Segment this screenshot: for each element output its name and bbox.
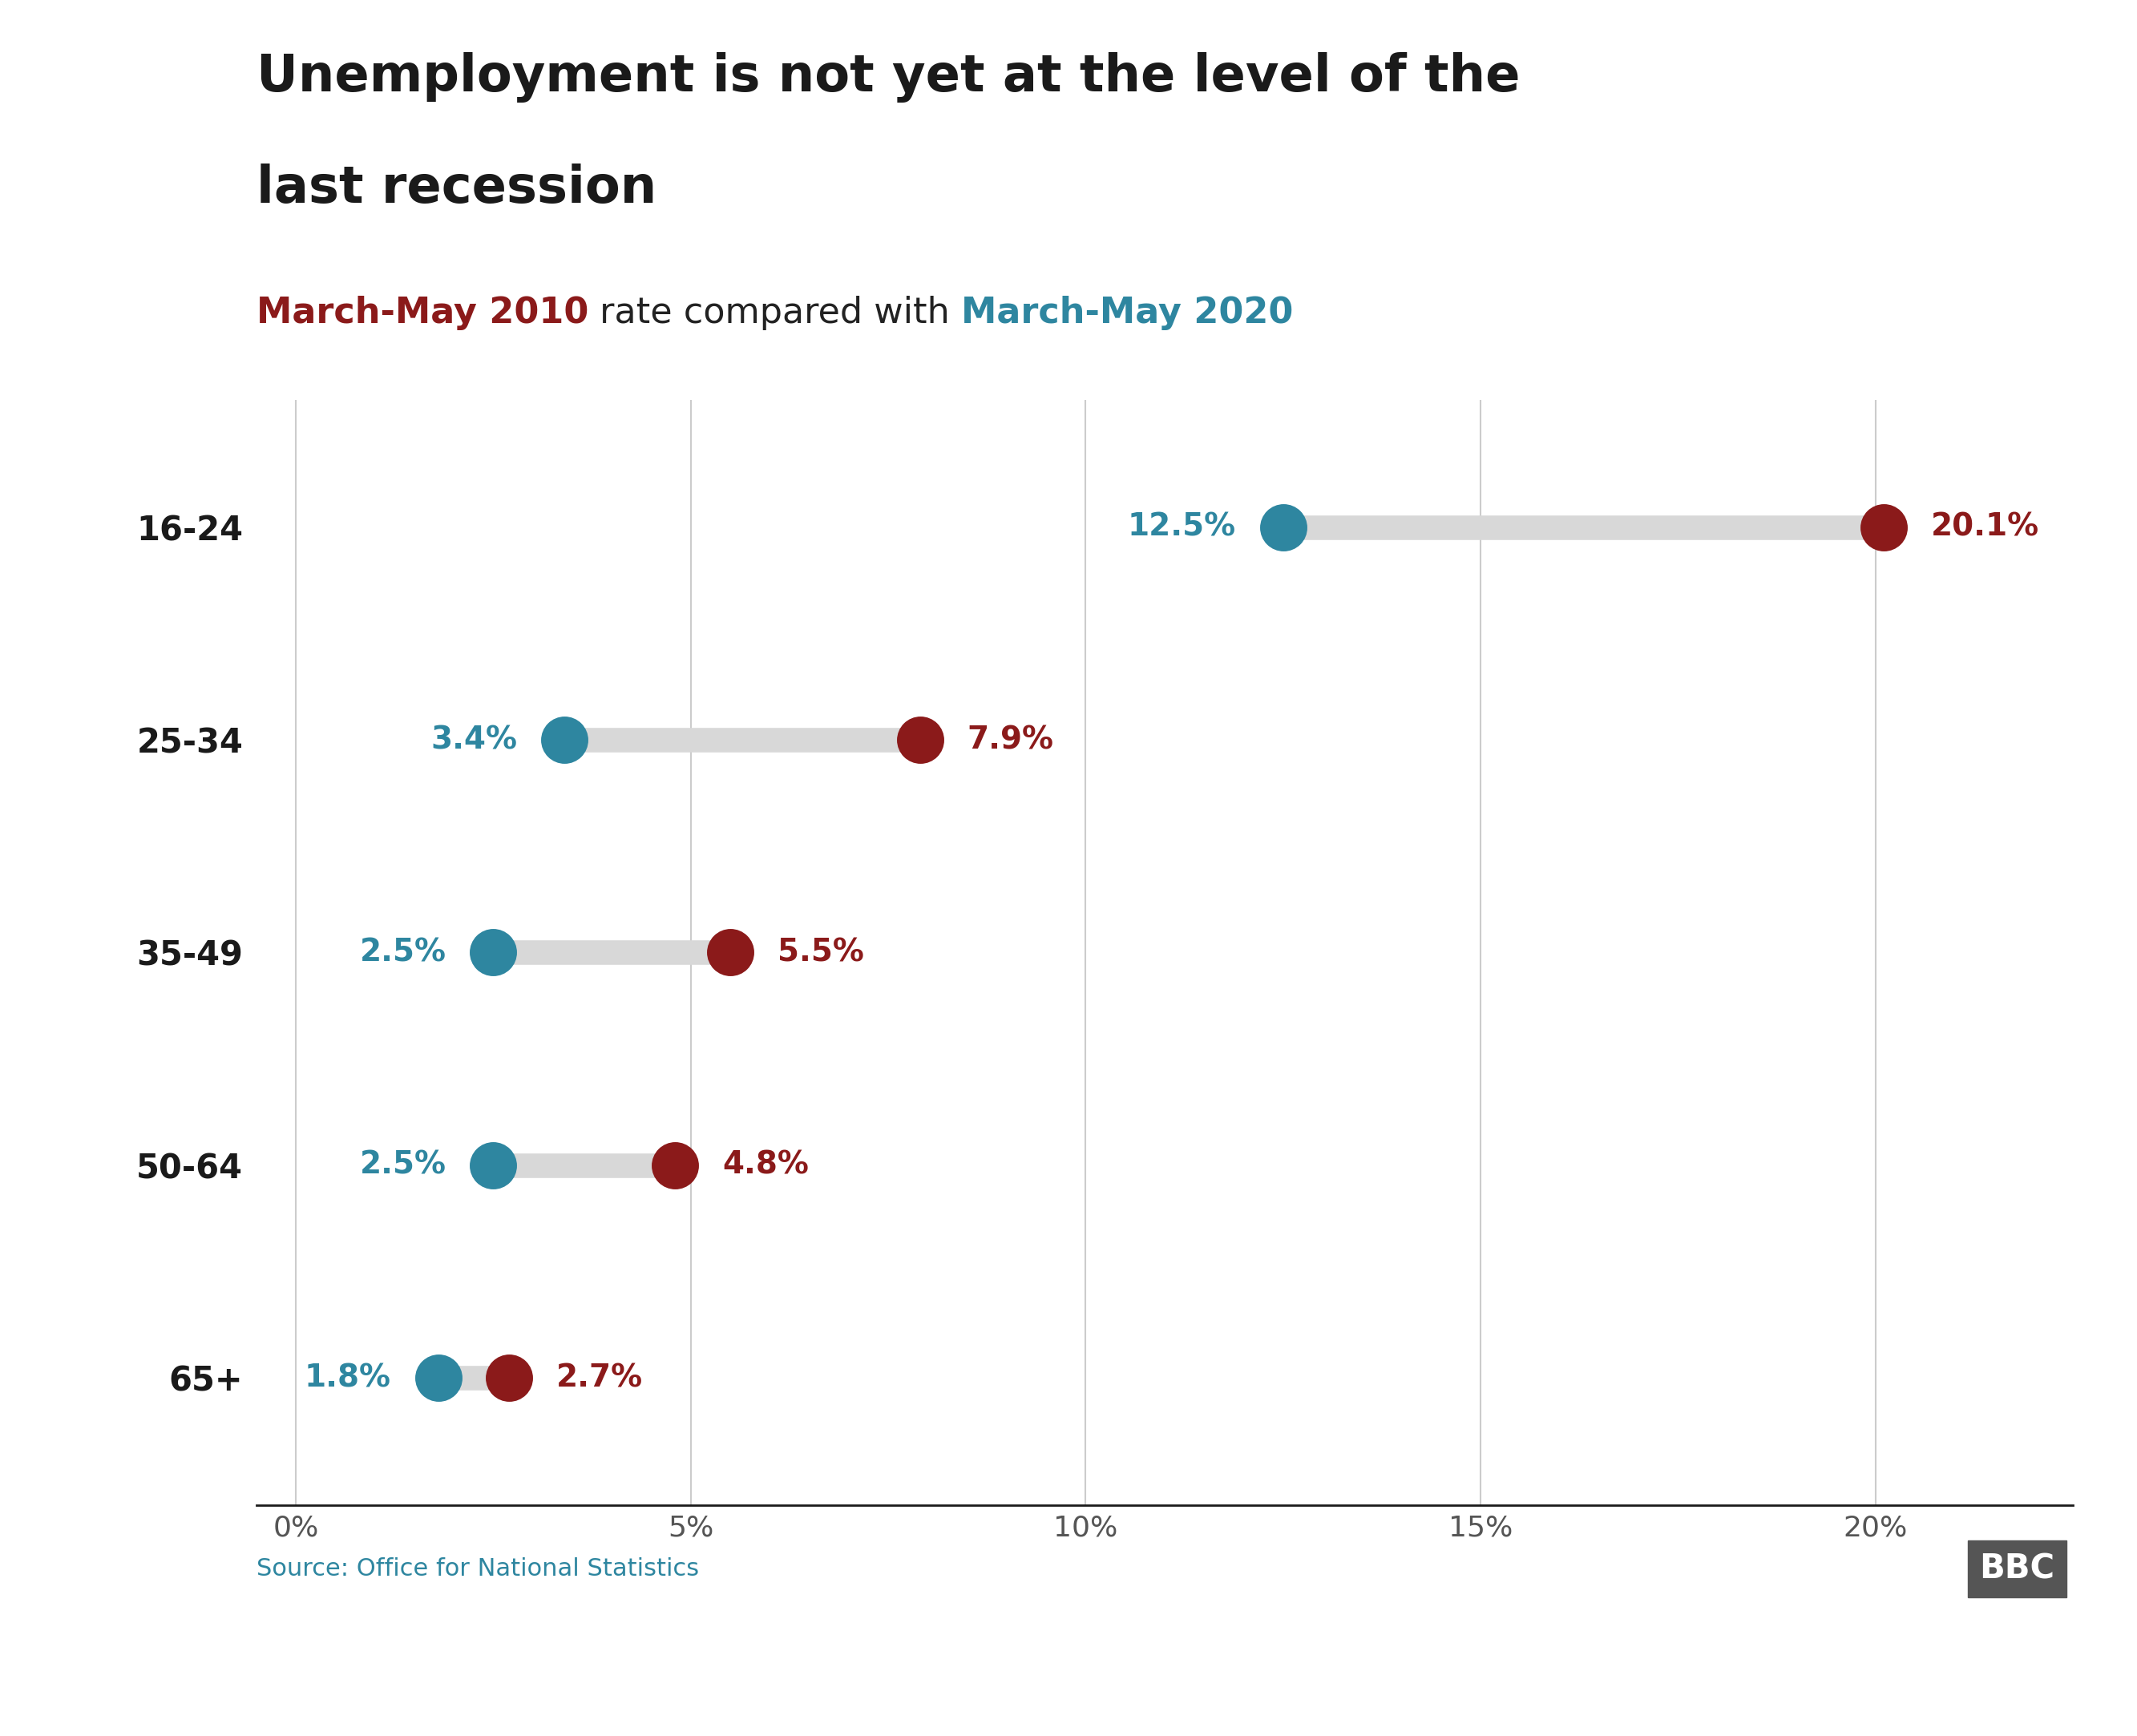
Point [1866, 514, 1900, 542]
Text: Source: Office for National Statistics: Source: Office for National Statistics [256, 1557, 699, 1580]
Point [421, 1364, 455, 1392]
Text: 2.5%: 2.5% [359, 937, 447, 967]
Point [1265, 514, 1299, 542]
Text: last recession: last recession [256, 163, 656, 214]
Text: 2.7%: 2.7% [556, 1363, 643, 1392]
Text: 1.8%: 1.8% [303, 1363, 391, 1392]
Text: 4.8%: 4.8% [722, 1149, 810, 1180]
Text: rate compared with: rate compared with [588, 295, 962, 330]
Text: 20.1%: 20.1% [1930, 512, 2039, 542]
Point [477, 1151, 511, 1179]
Text: 3.4%: 3.4% [430, 724, 517, 755]
Point [492, 1364, 526, 1392]
Text: Unemployment is not yet at the level of the: Unemployment is not yet at the level of … [256, 52, 1519, 102]
Point [547, 726, 581, 753]
Text: 12.5%: 12.5% [1128, 512, 1235, 542]
Point [658, 1151, 692, 1179]
Text: BBC: BBC [1979, 1552, 2056, 1585]
Point [714, 939, 748, 967]
Text: March-May 2020: March-May 2020 [962, 295, 1293, 330]
Point [477, 939, 511, 967]
Text: March-May 2010: March-May 2010 [256, 295, 588, 330]
Point [902, 726, 936, 753]
Text: 7.9%: 7.9% [968, 724, 1054, 755]
Text: 2.5%: 2.5% [359, 1149, 447, 1180]
Text: 5.5%: 5.5% [778, 937, 863, 967]
